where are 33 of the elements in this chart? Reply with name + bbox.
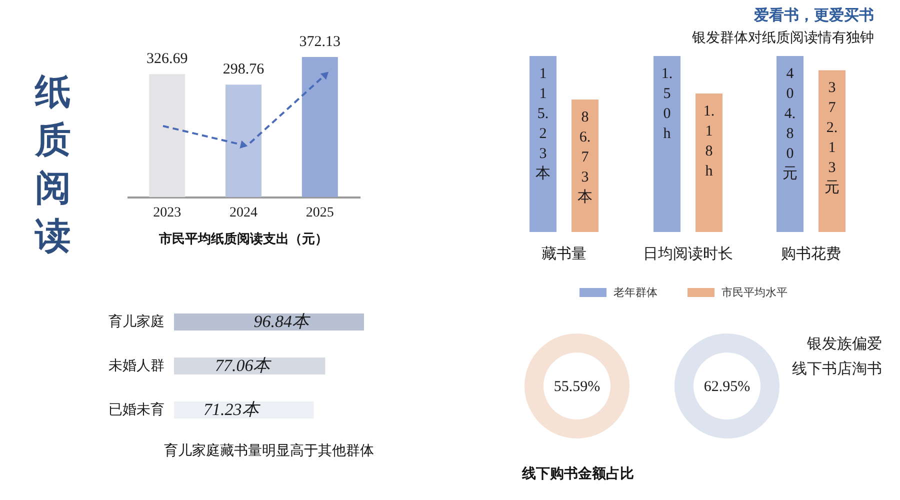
data-label: 55.59% bbox=[554, 379, 600, 395]
data-label: 404.80元 bbox=[782, 66, 798, 182]
text: 线下购书金额占比 bbox=[521, 465, 634, 482]
text: 线下书店淘书 bbox=[792, 360, 882, 378]
data-label: 71.23本 bbox=[204, 400, 261, 419]
legend-label: 老年群体 bbox=[614, 286, 658, 299]
x-tick-label: 2023 bbox=[153, 206, 182, 220]
data-label: 298.76 bbox=[222, 62, 265, 78]
data-label: 77.06本 bbox=[214, 356, 272, 375]
data-label: 115.23本 bbox=[536, 66, 550, 182]
text: 纸质阅读 bbox=[34, 72, 71, 257]
data-label: 326.69 bbox=[146, 51, 188, 68]
text: 市民平均纸质阅读支出（元） bbox=[158, 231, 328, 247]
data-label: 62.95% bbox=[704, 379, 750, 395]
text: 银发族偏爱 bbox=[806, 334, 882, 352]
data-label: 86.73本 bbox=[578, 110, 592, 206]
legend-label: 市民平均水平 bbox=[722, 286, 788, 299]
x-tick-label: 藏书量 bbox=[542, 244, 586, 262]
x-tick-label: 2025 bbox=[306, 206, 334, 220]
data-label: 372.13元 bbox=[824, 80, 840, 196]
x-tick-label: 2024 bbox=[230, 206, 258, 220]
data-label: 1.18h bbox=[703, 104, 715, 180]
x-tick-label: 购书花费 bbox=[781, 244, 841, 262]
y-tick-label: 未婚人群 bbox=[108, 358, 164, 374]
y-tick-label: 育儿家庭 bbox=[108, 313, 164, 330]
text: 爱看书，更爱买书 bbox=[753, 6, 874, 24]
data-label: 96.84本 bbox=[254, 312, 311, 331]
text: 银发群体对纸质阅读情有独钟 bbox=[691, 30, 874, 46]
y-tick-label: 已婚未育 bbox=[108, 401, 164, 418]
data-label: 372.13 bbox=[299, 34, 341, 50]
data-label: 1.50h bbox=[661, 66, 673, 142]
x-tick-label: 日均阅读时长 bbox=[643, 244, 733, 262]
text: 育儿家庭藏书量明显高于其他群体 bbox=[164, 442, 374, 459]
